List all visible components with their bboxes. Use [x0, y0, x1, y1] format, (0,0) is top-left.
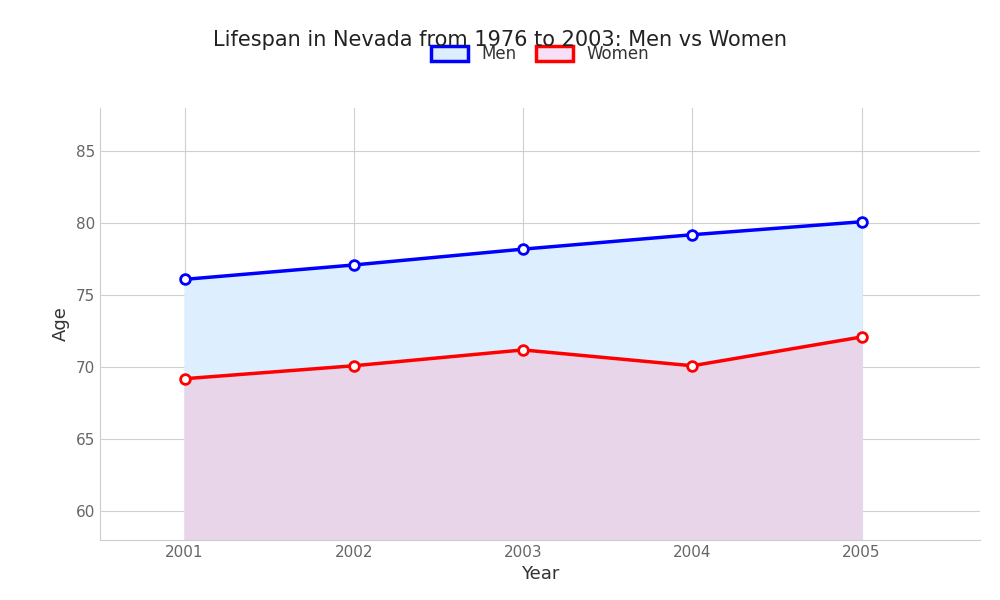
Text: Lifespan in Nevada from 1976 to 2003: Men vs Women: Lifespan in Nevada from 1976 to 2003: Me…: [213, 30, 787, 50]
Y-axis label: Age: Age: [52, 307, 70, 341]
Legend: Men, Women: Men, Women: [424, 38, 656, 70]
X-axis label: Year: Year: [521, 565, 559, 583]
